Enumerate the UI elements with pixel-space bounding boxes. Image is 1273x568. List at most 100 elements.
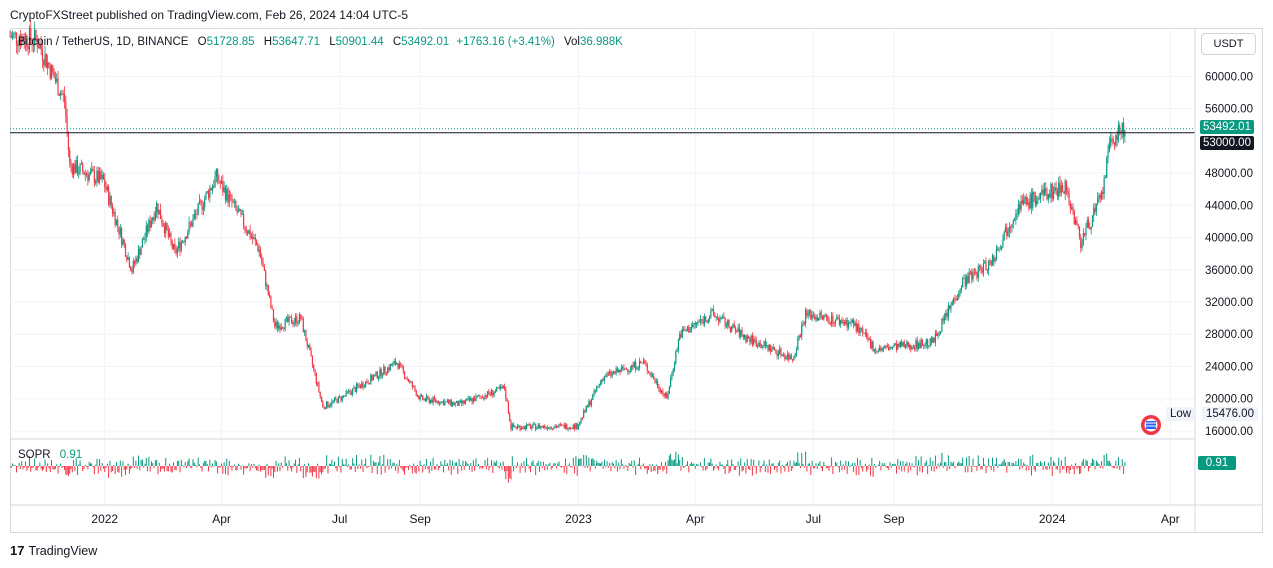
candle xyxy=(240,209,242,218)
candle xyxy=(56,73,58,84)
candle xyxy=(187,229,189,239)
sopr-bar xyxy=(823,461,825,466)
candle xyxy=(1072,203,1074,215)
candle xyxy=(248,229,250,234)
published-note: CryptoFXStreet published on TradingView.… xyxy=(10,8,408,22)
currency-button[interactable]: USDT xyxy=(1201,33,1256,55)
sopr-bar xyxy=(863,466,865,467)
sopr-bar xyxy=(237,463,239,466)
candle xyxy=(698,319,700,323)
candle xyxy=(139,246,141,260)
sopr-bar xyxy=(319,466,321,473)
sopr-bar xyxy=(404,466,406,475)
sopr-bar xyxy=(657,466,659,475)
sopr-bar xyxy=(15,466,17,473)
sopr-bar xyxy=(379,455,381,466)
candle xyxy=(841,316,843,324)
sopr-bar xyxy=(579,458,581,466)
sopr-bar xyxy=(814,466,816,469)
candle xyxy=(515,426,517,430)
candle xyxy=(381,372,384,379)
sopr-bar xyxy=(58,466,60,468)
sopr-bar xyxy=(728,466,730,474)
sopr-bar xyxy=(272,466,274,479)
candle xyxy=(189,221,192,229)
sopr-bar xyxy=(311,466,313,477)
candle xyxy=(283,326,285,332)
candle xyxy=(1045,182,1047,196)
candle xyxy=(105,181,107,193)
sopr-bar xyxy=(910,466,912,471)
candle xyxy=(235,199,237,211)
sopr-bar xyxy=(228,460,230,466)
candle xyxy=(734,325,737,335)
candle xyxy=(581,416,583,421)
candle xyxy=(332,400,334,404)
symbol-legend: Bitcoin / TetherUS, 1D, BINANCE O51728.8… xyxy=(18,36,623,48)
sopr-bar xyxy=(406,466,408,468)
candle xyxy=(202,201,204,215)
sopr-bar xyxy=(562,466,564,467)
sopr-bar xyxy=(344,464,346,466)
flag-icon[interactable] xyxy=(1141,415,1161,435)
sopr-bar xyxy=(997,466,999,469)
candle xyxy=(654,377,656,384)
candle xyxy=(924,342,926,350)
candle xyxy=(753,335,755,346)
sopr-bar xyxy=(461,466,463,471)
candle xyxy=(946,308,948,321)
sopr-bar xyxy=(280,462,282,466)
candle xyxy=(757,343,759,349)
candle xyxy=(832,312,834,327)
sopr-legend[interactable]: SOPR 0.91 xyxy=(18,449,82,461)
sopr-bar xyxy=(938,466,940,468)
sopr-bar xyxy=(689,463,691,466)
sopr-bar xyxy=(741,466,743,472)
candle xyxy=(875,347,877,355)
candle xyxy=(47,54,49,76)
sopr-bar xyxy=(736,466,738,468)
sopr-bar xyxy=(889,462,891,466)
candle xyxy=(710,307,712,319)
y-tick-label: 32000.00 xyxy=(1205,297,1253,309)
candle xyxy=(542,425,545,429)
candle xyxy=(1090,226,1092,235)
sopr-bar xyxy=(915,455,917,466)
sopr-bar xyxy=(256,466,258,471)
candle xyxy=(53,68,55,79)
sopr-bar xyxy=(731,459,733,466)
sopr-bar xyxy=(918,459,920,466)
sopr-bar xyxy=(105,466,107,468)
sopr-bar xyxy=(788,466,790,473)
candle xyxy=(176,246,179,258)
candle xyxy=(267,284,269,296)
sopr-bar xyxy=(231,466,233,471)
sopr-bar xyxy=(75,458,77,466)
sopr-bar xyxy=(1023,462,1025,466)
sopr-bar xyxy=(14,465,16,466)
candle xyxy=(740,329,742,340)
sopr-bar xyxy=(954,466,956,469)
candle xyxy=(215,168,217,183)
sopr-bar xyxy=(676,463,678,466)
candle xyxy=(348,389,350,395)
sopr-bar xyxy=(834,461,836,466)
candle xyxy=(301,315,303,320)
sopr-bar xyxy=(413,463,415,466)
candle xyxy=(807,309,809,320)
candle xyxy=(15,32,18,54)
sopr-bar xyxy=(1103,455,1105,466)
candle xyxy=(132,257,134,275)
sopr-bar xyxy=(803,466,805,468)
candle xyxy=(402,365,404,375)
symbol-name[interactable]: Bitcoin / TetherUS, 1D, BINANCE xyxy=(18,36,189,48)
sopr-bar xyxy=(825,466,827,469)
sopr-bar xyxy=(988,458,990,466)
footer[interactable]: 17 TradingView xyxy=(10,543,97,558)
candle xyxy=(947,302,949,322)
sopr-bar xyxy=(26,466,28,471)
sopr-bar xyxy=(755,466,757,474)
candle xyxy=(227,186,229,207)
candle xyxy=(72,162,75,179)
